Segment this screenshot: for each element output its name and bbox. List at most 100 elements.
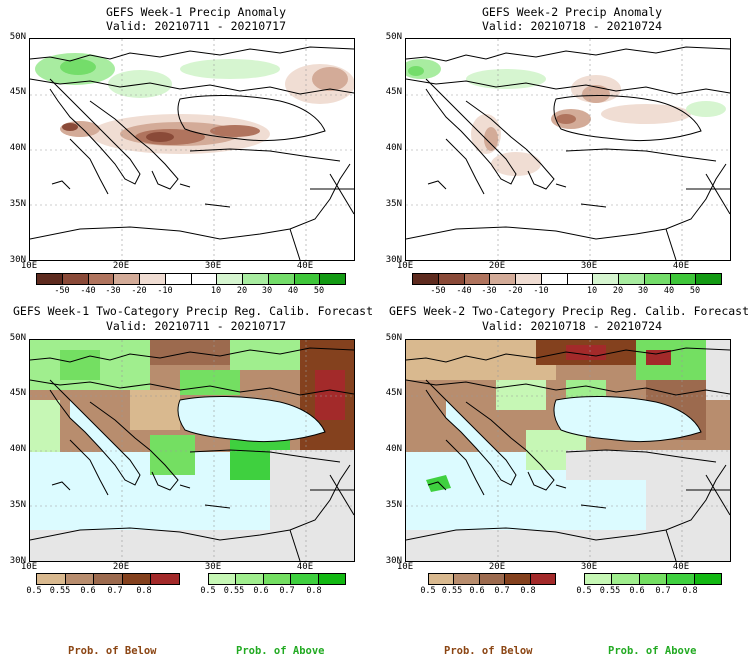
colorbar-swatch [37, 574, 66, 584]
colorbar-swatch [151, 574, 179, 584]
colorbar-swatch [140, 274, 166, 284]
colorbar-label: 0.6 [629, 586, 645, 596]
lon-label: 10E [396, 562, 414, 572]
colorbar-label: 0.5 [576, 586, 592, 596]
prob-above-title: Prob. of Above [608, 645, 697, 657]
map-week2-anomaly [405, 38, 731, 261]
lat-label: 40N [385, 143, 402, 153]
colorbar-label: -30 [481, 286, 497, 296]
lon-label: 40E [672, 261, 690, 271]
colorbar-swatch [612, 574, 640, 584]
colorbar-label: -10 [533, 286, 549, 296]
colorbar-label: 0.55 [599, 586, 621, 596]
panel-title: GEFS Week-2 Precip Anomaly [481, 5, 662, 19]
colorbar-label: 10 [210, 286, 222, 296]
colorbar-label: 0.8 [136, 586, 152, 596]
lat-label: 30N [385, 556, 402, 566]
lat-label: 35N [9, 500, 26, 510]
colorbar-swatch [696, 274, 721, 284]
colorbar-label: -50 [430, 286, 446, 296]
colorbar-swatch [122, 574, 152, 584]
colorbar-swatch [268, 274, 295, 284]
lon-label: 30E [204, 562, 222, 572]
panel-title: GEFS Week-2 Two-Category Precip Reg. Cal… [388, 304, 750, 318]
colorbar-swatch [619, 274, 645, 284]
panel-valid-dates: Valid: 20210711 - 20210717 [105, 19, 286, 33]
colorbar-label: 0.5 [200, 586, 216, 596]
colorbar-label: 40 [663, 286, 675, 296]
colorbar-swatch [667, 574, 695, 584]
colorbar-swatch [236, 574, 264, 584]
colorbar-label: -40 [80, 286, 96, 296]
lon-label: 30E [580, 562, 598, 572]
anomaly-colorbar [412, 273, 722, 285]
panel-title: GEFS Week-1 Precip Anomaly [105, 5, 286, 19]
colorbar-swatch [541, 274, 568, 284]
colorbar-label: -30 [105, 286, 121, 296]
panel-week2-anomaly: GEFS Week-2 Precip Anomaly Valid: 202107… [376, 0, 752, 300]
colorbar-label: 0.8 [682, 586, 698, 596]
colorbar-swatch [593, 274, 619, 284]
colorbar-swatch [670, 274, 697, 284]
colorbar-label: 0.6 [469, 586, 485, 596]
anomaly-colorbar [36, 273, 346, 285]
colorbar-swatch [490, 274, 516, 284]
lat-label: 30N [385, 255, 402, 265]
map-week2-probability [405, 339, 731, 562]
colorbar-label: 50 [313, 286, 325, 296]
colorbar-swatch [88, 274, 115, 284]
lon-label: 40E [672, 562, 690, 572]
colorbar-swatch [505, 574, 531, 584]
prob-above-colorbar [584, 573, 722, 585]
colorbar-swatch [318, 574, 346, 584]
lat-label: 35N [385, 199, 402, 209]
colorbar-swatch [413, 274, 439, 284]
prob-below-colorbar [36, 573, 180, 585]
colorbar-swatch [62, 274, 89, 284]
lat-label: 35N [9, 199, 26, 209]
lon-label: 40E [296, 261, 314, 271]
colorbar-label: 50 [689, 286, 701, 296]
colorbar-swatch [291, 574, 319, 584]
panel-week1-anomaly: GEFS Week-1 Precip Anomaly Valid: 202107… [0, 0, 376, 300]
colorbar-label: 0.5 [26, 586, 42, 596]
colorbar-label: -40 [456, 286, 472, 296]
colorbar-swatch [644, 274, 671, 284]
colorbar-label: 20 [612, 286, 624, 296]
colorbar-label: 0.7 [279, 586, 295, 596]
lat-label: 30N [9, 556, 26, 566]
colorbar-swatch [694, 574, 722, 584]
colorbar-swatch [263, 574, 292, 584]
prob-below-title: Prob. of Below [444, 645, 533, 657]
colorbar-swatch [438, 274, 465, 284]
lat-label: 35N [385, 500, 402, 510]
lat-label: 45N [9, 87, 26, 97]
colorbar-label: 30 [637, 286, 649, 296]
lon-label: 20E [112, 261, 130, 271]
colorbar-swatch [294, 274, 321, 284]
colorbar-swatch [243, 274, 269, 284]
lon-label: 10E [20, 261, 38, 271]
colorbar-label: 0.7 [107, 586, 123, 596]
lat-label: 45N [9, 388, 26, 398]
lon-label: 40E [296, 562, 314, 572]
map-graphic [30, 340, 354, 561]
panel-title: GEFS Week-1 Two-Category Precip Reg. Cal… [12, 304, 374, 318]
colorbar-swatch [37, 274, 63, 284]
colorbar-label: 0.6 [253, 586, 269, 596]
lat-label: 30N [9, 255, 26, 265]
colorbar-label: -50 [54, 286, 70, 296]
colorbar-label: 0.5 [420, 586, 436, 596]
lat-label: 45N [385, 388, 402, 398]
panel-week2-probability: GEFS Week-2 Two-Category Precip Reg. Cal… [376, 300, 752, 662]
lon-label: 10E [20, 562, 38, 572]
colorbar-label: -20 [131, 286, 147, 296]
panel-valid-dates: Valid: 20210718 - 20210724 [481, 319, 662, 333]
panel-valid-dates: Valid: 20210718 - 20210724 [481, 19, 662, 33]
colorbar-label: 40 [287, 286, 299, 296]
colorbar-swatch [585, 574, 613, 584]
colorbar-label: 0.6 [80, 586, 96, 596]
panel-valid-dates: Valid: 20210711 - 20210717 [105, 319, 286, 333]
colorbar-swatch [114, 274, 140, 284]
lon-label: 20E [488, 261, 506, 271]
